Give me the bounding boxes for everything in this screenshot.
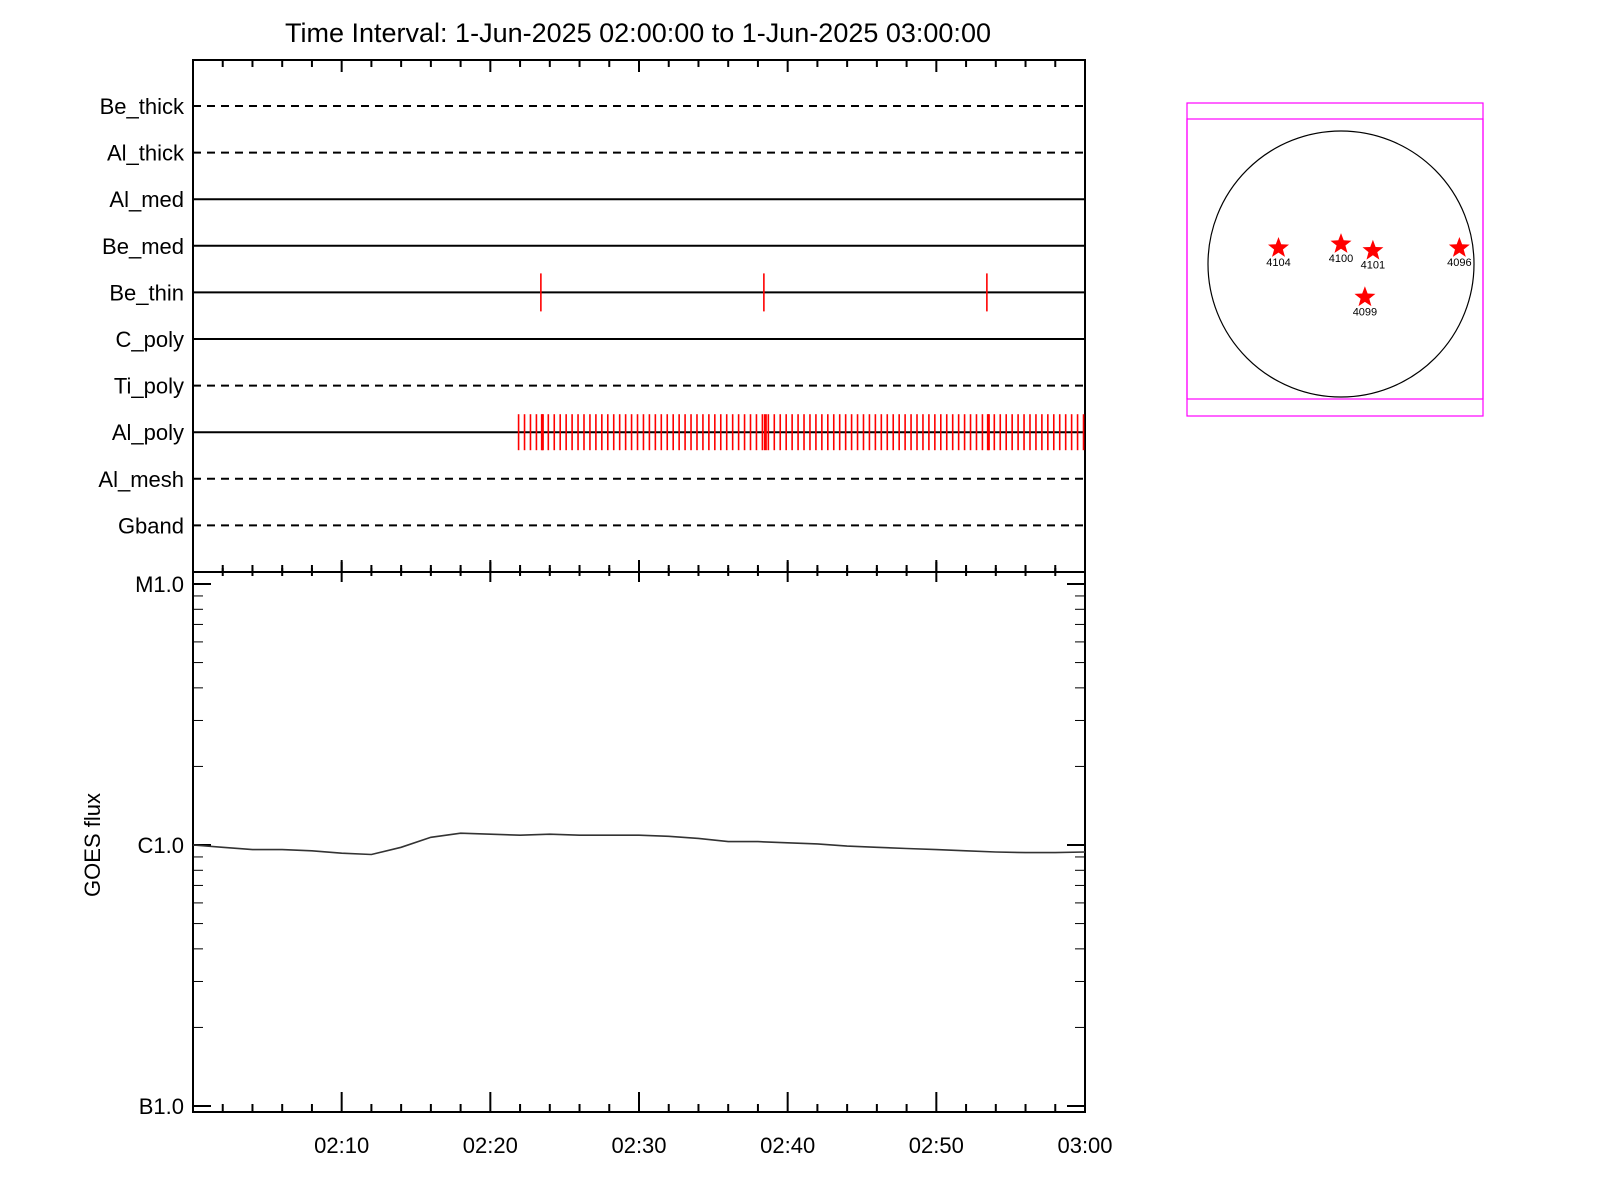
timeline-row-al-med: Al_med xyxy=(109,187,1085,212)
row-label: Al_poly xyxy=(112,420,184,445)
star-label: 4100 xyxy=(1329,253,1353,265)
row-label: Al_mesh xyxy=(98,467,184,492)
y-tick-label: C1.0 xyxy=(138,833,184,858)
row-label: Gband xyxy=(118,513,184,538)
row-label: Be_med xyxy=(102,234,184,259)
y-axis-label: GOES flux xyxy=(80,793,105,897)
x-tick-label: 02:10 xyxy=(314,1133,369,1158)
timeline-panel: Be_thick Al_thick Al_med Be_med Be_thin C_pol… xyxy=(98,59,1086,573)
star-label: 4096 xyxy=(1447,257,1471,269)
timeline-row-al-mesh: Al_mesh xyxy=(98,467,1085,492)
timeline-row-gband: Gband xyxy=(118,513,1085,538)
star-marker xyxy=(1362,239,1384,260)
fov-box-inner xyxy=(1186,118,1484,400)
active-region-4100: 4100 xyxy=(1329,233,1353,265)
x-tick-label: 02:50 xyxy=(909,1133,964,1158)
x-tick-label: 02:30 xyxy=(611,1133,666,1158)
x-tick-label: 03:00 xyxy=(1057,1133,1112,1158)
row-label: Be_thick xyxy=(100,94,185,119)
goes-frame xyxy=(192,571,1086,1113)
goes-flux-curve xyxy=(192,832,1086,856)
active-region-4096: 4096 xyxy=(1447,237,1472,269)
row-label: Al_med xyxy=(109,187,184,212)
star-marker xyxy=(1354,286,1376,307)
timeline-frame xyxy=(192,59,1086,573)
x-tick-label: 02:40 xyxy=(760,1133,815,1158)
row-label: Be_thin xyxy=(109,280,184,305)
timeline-row-be-med: Be_med xyxy=(102,234,1085,259)
row-label: C_poly xyxy=(116,327,184,352)
star-label: 4099 xyxy=(1353,306,1377,318)
chart-title: Time Interval: 1-Jun-2025 02:00:00 to 1-… xyxy=(285,18,991,48)
y-tick-label: M1.0 xyxy=(135,572,184,597)
active-region-4104: 4104 xyxy=(1266,237,1291,269)
timeline-row-ti-poly: Ti_poly xyxy=(114,374,1085,399)
y-tick-label: B1.0 xyxy=(139,1094,184,1119)
row-label: Al_thick xyxy=(107,141,185,166)
star-marker xyxy=(1268,237,1289,257)
goes-flux-panel: 02:10 02:20 02:30 02:40 02:50 03:00 M1.0 C1.0 B1… xyxy=(80,562,1113,1158)
star-label: 4101 xyxy=(1361,260,1385,272)
timeline-row-c-poly: C_poly xyxy=(116,327,1085,352)
timeline-row-al-poly: Al_poly xyxy=(112,414,1085,451)
timeline-row-be-thick: Be_thick xyxy=(100,94,1085,119)
active-region-4101: 4101 xyxy=(1361,239,1385,272)
solar-disk-panel: 4104 4100 4101 4096 4099 xyxy=(1186,102,1484,417)
row-label: Ti_poly xyxy=(114,374,184,399)
timeline-row-al-thick: Al_thick xyxy=(107,141,1085,166)
star-marker xyxy=(1448,237,1470,257)
solar-disk xyxy=(1207,130,1475,398)
active-region-4099: 4099 xyxy=(1353,286,1377,318)
timeline-row-be-thin: Be_thin xyxy=(109,273,1085,312)
x-tick-label: 02:20 xyxy=(463,1133,518,1158)
star-label: 4104 xyxy=(1266,257,1290,269)
star-marker xyxy=(1330,233,1352,253)
